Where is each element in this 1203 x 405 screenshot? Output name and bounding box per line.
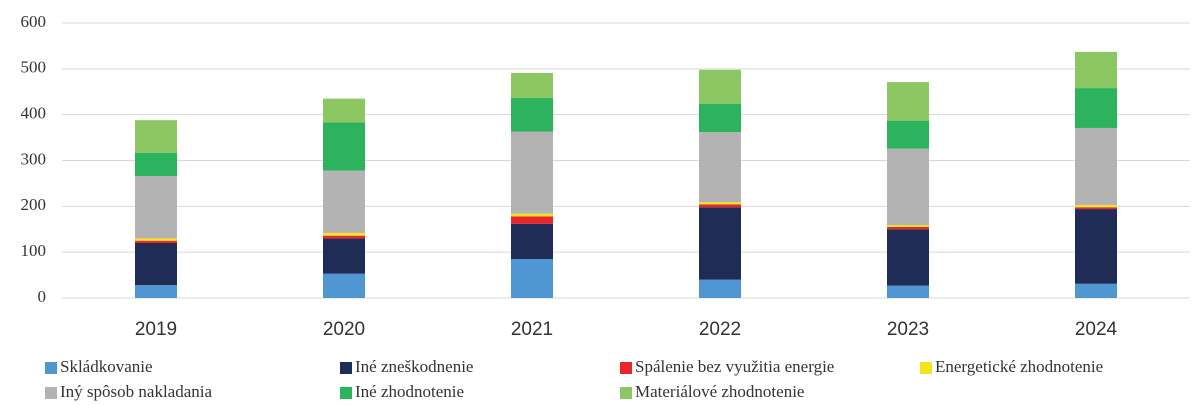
y-tick-label: 400 [21,104,47,123]
bar-segment [323,235,365,239]
bar-segment [511,72,553,98]
x-tick-label: 2024 [1075,319,1118,340]
bar-segment [511,131,553,214]
x-tick-label: 2021 [511,319,553,340]
bar-segment [887,120,929,149]
bar-segment [511,97,553,132]
bar-segment [1075,127,1117,205]
x-tick-label: 2020 [323,319,365,340]
bar-segment [699,202,741,205]
bar-segment [887,229,929,286]
bar-segment [887,285,929,298]
bar-segment [323,122,365,171]
x-tick-label: 2019 [135,319,177,340]
bar-segment [1075,209,1117,284]
bar-segment [887,82,929,121]
y-tick-label: 0 [38,287,47,306]
bar-segment [135,238,177,241]
bar-segment [323,98,365,123]
y-tick-label: 300 [21,149,47,168]
bar-segment [323,232,365,236]
bar-segment [1075,88,1117,128]
y-tick-label: 600 [21,12,47,31]
bar-segment [887,148,929,226]
bar-segment [135,176,177,239]
y-tick-label: 500 [21,58,47,77]
y-tick-label: 200 [21,195,47,214]
bar-segment [1075,204,1117,208]
bar-segment [135,285,177,298]
legend-swatch [340,387,352,399]
legend-swatch [620,362,632,374]
bar-segment [511,216,553,224]
x-tick-label: 2022 [699,319,741,340]
bar-segment [1075,283,1117,298]
bar-segment [699,103,741,133]
legend-label: Iné zhodnotenie [355,382,464,401]
legend-label: Materiálové zhodnotenie [635,382,804,401]
bar-segment [1075,207,1117,210]
legend-label: Iné zneškodnenie [355,357,473,376]
x-tick-label: 2023 [887,319,929,340]
bar-segment [699,204,741,208]
bar-segment [511,213,553,217]
legend-label: Iný spôsob nakladania [60,382,212,401]
bar-segment [887,226,929,230]
bar-segment [135,240,177,243]
y-tick-label: 100 [21,241,47,260]
legend-swatch [45,387,57,399]
bar-segment [511,223,553,260]
bar-segment [699,69,741,104]
bar-segment [511,259,553,298]
bar-segment [699,207,741,280]
bar-segment [135,243,177,286]
legend-swatch [340,362,352,374]
bar-segment [135,152,177,177]
bar-segment [887,225,929,227]
bar-segment [699,132,741,203]
legend-label: Spálenie bez využitia energie [635,357,834,376]
legend-swatch [45,362,57,374]
bar-segment [135,120,177,153]
bar-segment [699,279,741,298]
bar-segment [323,238,365,274]
bar-segment [323,273,365,298]
bar-segment [1075,51,1117,89]
legend-label: Energetické zhodnotenie [935,357,1103,376]
legend-swatch [920,362,932,374]
legend-swatch [620,387,632,399]
bar-segment [323,170,365,233]
legend-label: Skládkovanie [60,357,153,376]
